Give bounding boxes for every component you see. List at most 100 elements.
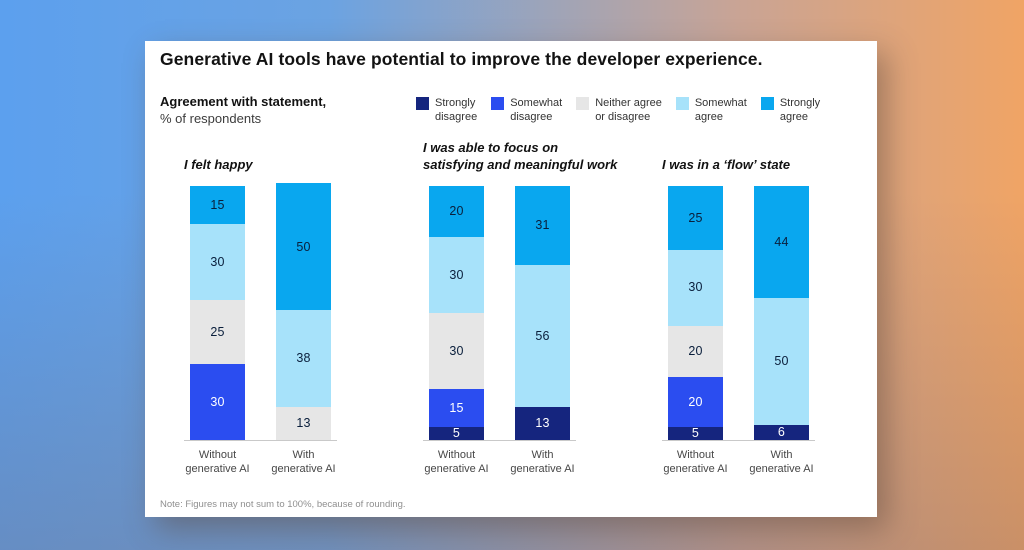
bar-segment: 56 — [515, 264, 570, 407]
segment-value-label: 30 — [449, 267, 464, 282]
chart-card: Generative AI tools have potential to im… — [145, 41, 877, 517]
subtitle-statement: Agreement with statement, — [160, 94, 327, 109]
legend-label-line: Neither agree — [595, 97, 662, 109]
legend-item: Neither agree or disagree — [576, 96, 662, 124]
subtitle-unit: % of respondents — [160, 111, 262, 126]
bar-axis-label-line: generative AI — [663, 463, 728, 475]
segment-value-label: 44 — [774, 234, 789, 249]
segment-value-label: 30 — [210, 254, 225, 269]
legend-label-line: disagree — [510, 111, 553, 123]
bar-labels-row: Without generative AI With generative AI — [423, 448, 576, 476]
segment-value-label: 50 — [774, 354, 789, 369]
chart-title: Generative AI tools have potential to im… — [160, 49, 763, 69]
bar-segment: 30 — [429, 313, 484, 390]
bar-segment: 13 — [515, 406, 570, 440]
bar-segment: 13 — [276, 406, 331, 440]
legend-label-line: Somewhat — [510, 97, 563, 109]
bar-segment: 6 — [754, 424, 809, 440]
legend-label: Neither agree or disagree — [595, 96, 662, 124]
bar-segment: 44 — [754, 186, 809, 298]
segment-value-label: 30 — [210, 394, 225, 409]
group-title-line: I was able to focus on — [423, 140, 559, 155]
bar-segment: 50 — [276, 183, 331, 311]
chart-group-1: I felt happy 30 25 30 15 13 38 50 Without generat… — [184, 131, 404, 476]
stacked-bar-with-generative-ai: 6 50 44 — [754, 186, 809, 440]
bar-segment: 30 — [190, 224, 245, 301]
bars-area: 5 20 20 30 25 6 50 44 — [662, 182, 815, 440]
legend-swatch — [675, 97, 689, 110]
bar-segment: 30 — [190, 363, 245, 440]
segment-value-label: 15 — [210, 197, 225, 212]
legend-label-line: agree — [779, 111, 808, 123]
bar-segment: 20 — [429, 186, 484, 237]
footnote: Note: Figures may not sum to 100%, becau… — [160, 499, 406, 510]
segment-value-label: 50 — [296, 239, 311, 254]
bar-segment: 50 — [754, 297, 809, 425]
legend-label-line: Strongly — [435, 97, 476, 109]
legend-swatch — [576, 97, 590, 110]
chart-legend: Strongly disagree Somewhat disagree Neither … — [416, 96, 865, 124]
segment-value-label: 6 — [777, 425, 786, 440]
segment-value-label: 20 — [688, 394, 703, 409]
axis-baseline — [662, 440, 815, 441]
segment-value-label: 5 — [691, 426, 700, 441]
legend-label-line: agree — [694, 111, 723, 123]
legend-item: Strongly agree — [760, 96, 820, 124]
legend-label: Strongly agree — [780, 96, 820, 124]
bar-segment: 30 — [429, 236, 484, 314]
bar-axis-label: Without generative AI — [185, 448, 249, 476]
segment-value-label: 31 — [535, 218, 550, 233]
bar-segment: 25 — [668, 186, 723, 250]
group-title: I felt happy — [184, 131, 253, 173]
segment-value-label: 20 — [688, 343, 703, 358]
legend-item: Somewhat disagree — [491, 96, 562, 124]
chart-group-3: I was in a ‘flow’ state 5 20 20 30 25 6 50 44 Wit… — [662, 131, 882, 476]
segment-value-label: 56 — [535, 328, 550, 343]
bar-axis-label-line: generative AI — [510, 463, 575, 475]
legend-swatch — [491, 97, 505, 110]
axis-baseline — [423, 440, 576, 441]
bar-axis-label: With generative AI — [749, 448, 813, 476]
legend-label-line: or disagree — [595, 111, 651, 123]
chart-area: I felt happy 30 25 30 15 13 38 50 Without generat… — [145, 131, 877, 481]
legend-swatch — [760, 97, 774, 110]
segment-value-label: 25 — [688, 210, 703, 225]
bar-axis-label: With generative AI — [271, 448, 335, 476]
bar-axis-label: Without generative AI — [663, 448, 727, 476]
segment-value-label: 25 — [210, 324, 225, 339]
chart-subtitle: Agreement with statement, % of responden… — [160, 93, 326, 127]
legend-swatch — [416, 97, 429, 110]
segment-value-label: 30 — [688, 280, 703, 295]
segment-value-label: 20 — [449, 204, 464, 219]
bar-segment: 15 — [429, 389, 484, 428]
bar-axis-label-line: generative AI — [424, 463, 489, 475]
group-title: I was able to focus on satisfying and mea… — [423, 131, 617, 173]
segment-value-label: 13 — [535, 416, 550, 431]
legend-label-line: Somewhat — [694, 97, 747, 109]
group-title-line: I felt happy — [184, 157, 253, 172]
segment-value-label: 13 — [296, 416, 311, 431]
bar-segment: 31 — [515, 186, 570, 265]
bar-segment: 5 — [668, 427, 723, 440]
legend-label-line: Strongly — [779, 97, 821, 109]
group-title: I was in a ‘flow’ state — [662, 131, 790, 173]
legend-label: Somewhat disagree — [510, 96, 562, 124]
bar-axis-label-line: generative AI — [185, 463, 250, 475]
stacked-bar-with-generative-ai: 13 56 31 — [515, 186, 570, 440]
legend-item: Somewhat agree — [675, 96, 747, 124]
legend-label: Strongly disagree — [435, 96, 477, 124]
bar-segment: 25 — [190, 300, 245, 364]
segment-value-label: 30 — [449, 343, 464, 358]
group-title-line: I was in a ‘flow’ state — [662, 157, 791, 172]
bar-axis-label-line: With — [770, 449, 793, 461]
bar-axis-label-line: With — [292, 449, 315, 461]
segment-value-label: 5 — [452, 426, 461, 441]
legend-label-line: disagree — [435, 111, 478, 123]
bars-area: 30 25 30 15 13 38 50 — [184, 182, 337, 440]
axis-baseline — [184, 440, 337, 441]
group-title-line: satisfying and meaningful work — [423, 157, 618, 172]
bar-axis-label: With generative AI — [510, 448, 574, 476]
stacked-bar-without-generative-ai: 5 15 30 30 20 — [429, 186, 484, 440]
legend-item: Strongly disagree — [416, 96, 477, 124]
